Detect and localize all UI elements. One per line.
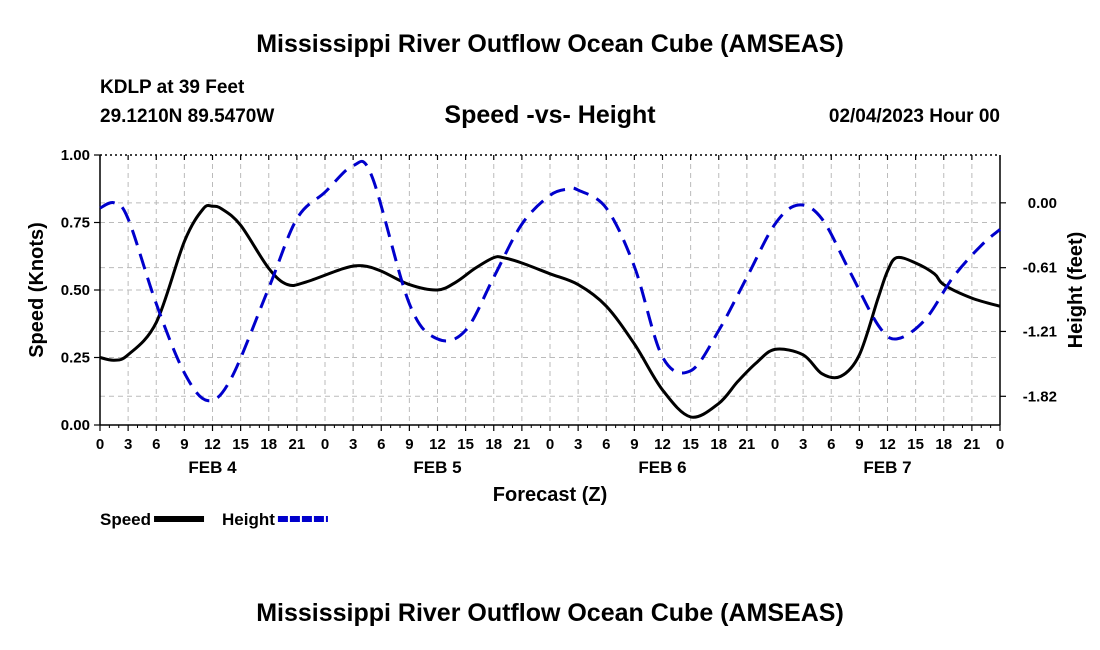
y-tick-label-right: 0.00 (1028, 195, 1057, 212)
x-tick-label: 12 (429, 436, 446, 453)
x-tick-label: 18 (710, 436, 727, 453)
y-tick-label: 0.00 (61, 417, 90, 434)
x-tick-label: 3 (124, 436, 132, 453)
legend: Speed Height (100, 510, 328, 529)
x-tick-label: 0 (996, 436, 1004, 453)
chart-subtitle: Speed -vs- Height (444, 101, 656, 129)
x-tick-label: 12 (879, 436, 896, 453)
y-axis-label: Speed (Knots) (26, 222, 48, 358)
x-tick-label: 21 (514, 436, 531, 453)
x-tick-label: 0 (771, 436, 779, 453)
series-line-height (99, 159, 1001, 403)
x-tick-label: 15 (457, 436, 474, 453)
series-line-speed (99, 203, 1001, 419)
x-tick-label: 21 (739, 436, 756, 453)
x-tick-label: 18 (485, 436, 502, 453)
series (99, 159, 1001, 419)
x-day-label: FEB 6 (638, 458, 686, 477)
y-tick-label: 0.25 (61, 350, 90, 367)
chart-title: Mississippi River Outflow Ocean Cube (AM… (256, 30, 844, 58)
x-tick-label: 21 (964, 436, 981, 453)
station-label: KDLP at 39 Feet (100, 77, 245, 98)
x-tick-label: 12 (204, 436, 221, 453)
x-tick-label: 18 (935, 436, 952, 453)
x-tick-label: 6 (152, 436, 160, 453)
x-tick-label: 6 (602, 436, 610, 453)
x-tick-label: 6 (377, 436, 385, 453)
x-tick-label: 12 (654, 436, 671, 453)
footer-title: Mississippi River Outflow Ocean Cube (AM… (256, 599, 844, 627)
y-tick-label-right: -1.21 (1023, 323, 1057, 340)
x-tick-label: 6 (827, 436, 835, 453)
x-tick-label: 0 (96, 436, 104, 453)
y-tick-label: 1.00 (61, 147, 90, 164)
legend-label-height: Height (222, 510, 275, 529)
x-tick-label: 21 (289, 436, 306, 453)
axes: 0 3 6 9 12 15 18 21 0 3 6 9 12 15 18 21 0 3 6 9 12 15 18 21 0 3 6 9… (26, 147, 1087, 506)
y-tick-label: 0.50 (61, 282, 90, 299)
x-day-label: FEB 5 (413, 458, 461, 477)
x-tick-label: 9 (405, 436, 413, 453)
x-day-label: FEB 7 (863, 458, 911, 477)
x-tick-label: 15 (682, 436, 699, 453)
grid (100, 155, 1000, 425)
x-tick-label: 3 (574, 436, 582, 453)
x-axis-label: Forecast (Z) (493, 484, 607, 506)
x-tick-label: 3 (349, 436, 357, 453)
x-tick-label: 0 (546, 436, 554, 453)
x-tick-label: 0 (321, 436, 329, 453)
x-tick-label: 3 (799, 436, 807, 453)
x-tick-label: 9 (855, 436, 863, 453)
x-tick-label: 15 (232, 436, 249, 453)
y-axis-label-right: Height (feet) (1065, 232, 1087, 349)
x-tick-label: 9 (630, 436, 638, 453)
legend-label-speed: Speed (100, 510, 151, 529)
y-tick-label: 0.75 (61, 215, 90, 232)
forecast-datetime: 02/04/2023 Hour 00 (828, 106, 1000, 127)
x-tick-label: 15 (907, 436, 924, 453)
y-tick-label-right: -0.61 (1023, 260, 1057, 277)
location-label: 29.1210N 89.5470W (100, 106, 275, 127)
x-day-label: FEB 4 (188, 458, 237, 477)
y-tick-label-right: -1.82 (1023, 388, 1057, 405)
x-tick-label: 9 (180, 436, 188, 453)
x-tick-label: 18 (260, 436, 277, 453)
